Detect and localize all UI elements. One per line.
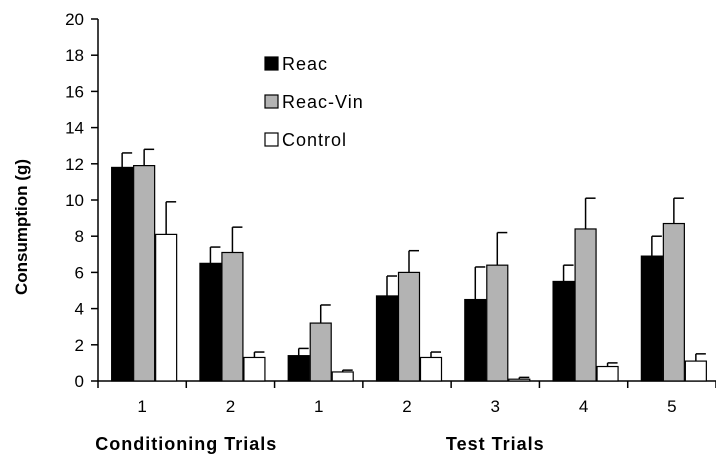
y-tick-label: 8 (75, 227, 84, 246)
y-tick-label: 12 (65, 155, 84, 174)
legend-label: Control (282, 130, 347, 150)
y-tick-label: 4 (75, 300, 84, 319)
bar-control (155, 233, 178, 382)
y-tick-label: 18 (65, 46, 84, 65)
bar-reac (287, 355, 310, 382)
y-tick-label: 0 (75, 372, 84, 391)
bar-control (596, 365, 619, 382)
legend-label: Reac (282, 54, 328, 74)
bar-reac-vin (397, 271, 421, 382)
bar-control (243, 356, 266, 382)
legend-swatch (264, 132, 279, 147)
bar-reac (552, 280, 575, 382)
legend-label: Reac-Vin (282, 92, 364, 112)
bar-reac (464, 298, 487, 382)
bar-control (419, 356, 443, 382)
x-group-label: Test Trials (446, 434, 545, 454)
x-tick-label: 2 (226, 397, 235, 416)
bar-reac-vin (574, 228, 597, 382)
x-tick-label: 2 (402, 397, 411, 416)
y-tick-label: 2 (75, 336, 84, 355)
legend-swatch (264, 56, 279, 71)
y-tick-label: 6 (75, 263, 84, 282)
y-tick-label: 10 (65, 191, 84, 210)
x-tick-label: 3 (491, 397, 500, 416)
bar-reac-vin (662, 222, 685, 382)
bar-control (331, 371, 354, 382)
x-tick-label: 4 (579, 397, 588, 416)
y-tick-label: 20 (65, 10, 84, 29)
bar-reac (199, 262, 222, 382)
bar-control (508, 378, 531, 382)
bar-reac (640, 255, 663, 382)
bar-reac (375, 295, 399, 382)
bar-reac-vin (486, 264, 509, 382)
x-tick-label: 5 (667, 397, 676, 416)
x-tick-label: 1 (137, 397, 146, 416)
bar-control (684, 360, 707, 382)
y-tick-label: 16 (65, 82, 84, 101)
y-axis-title: Consumption (g) (12, 159, 31, 295)
x-tick-label: 1 (314, 397, 323, 416)
y-tick-label: 14 (65, 119, 84, 138)
x-group-label: Conditioning Trials (95, 434, 277, 454)
legend-swatch (264, 94, 279, 109)
bar-reac-vin (221, 251, 244, 382)
bar-reac-vin (309, 322, 332, 382)
bar-reac-vin (133, 165, 156, 382)
bar-reac (111, 166, 134, 382)
